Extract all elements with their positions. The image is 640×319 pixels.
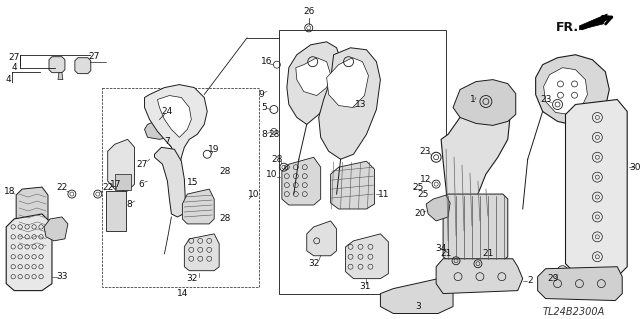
Polygon shape — [154, 147, 186, 217]
Polygon shape — [157, 95, 191, 137]
Polygon shape — [443, 194, 508, 261]
Polygon shape — [380, 279, 453, 314]
Text: 31: 31 — [360, 282, 371, 291]
Text: 3: 3 — [415, 302, 421, 311]
Polygon shape — [307, 221, 337, 256]
Polygon shape — [145, 119, 172, 139]
Text: 27: 27 — [8, 53, 20, 62]
Text: 32: 32 — [308, 259, 319, 268]
Text: 22: 22 — [56, 182, 68, 192]
Text: 11: 11 — [378, 189, 389, 198]
Text: 18: 18 — [4, 187, 16, 196]
Polygon shape — [441, 105, 510, 249]
Polygon shape — [543, 68, 588, 115]
Text: 33: 33 — [56, 272, 68, 281]
Text: 27: 27 — [137, 160, 148, 169]
Text: 10: 10 — [266, 170, 278, 179]
Text: 8: 8 — [127, 199, 132, 209]
Polygon shape — [436, 259, 523, 293]
Text: 16: 16 — [261, 57, 273, 66]
Text: 17: 17 — [110, 180, 122, 189]
Text: 10: 10 — [248, 189, 260, 198]
Text: 29: 29 — [547, 274, 558, 283]
Text: 7: 7 — [164, 137, 170, 146]
Bar — [279, 30, 446, 293]
Polygon shape — [287, 42, 340, 124]
Polygon shape — [346, 234, 388, 279]
Text: 27: 27 — [88, 52, 99, 61]
Text: 28: 28 — [271, 155, 283, 164]
Text: 19: 19 — [209, 145, 220, 154]
Polygon shape — [145, 85, 207, 169]
Polygon shape — [108, 139, 134, 191]
Text: TL24B2300A: TL24B2300A — [543, 307, 605, 316]
Text: 13: 13 — [355, 100, 366, 109]
Polygon shape — [296, 58, 331, 95]
Text: 23: 23 — [540, 95, 551, 104]
Text: 28: 28 — [220, 214, 231, 223]
Text: 4: 4 — [5, 75, 11, 84]
Polygon shape — [579, 14, 607, 30]
Text: 30: 30 — [629, 163, 640, 172]
Polygon shape — [536, 55, 609, 125]
Text: 12: 12 — [419, 174, 431, 184]
Text: 8: 8 — [261, 130, 267, 139]
Polygon shape — [75, 58, 91, 74]
Polygon shape — [6, 214, 52, 291]
Text: 23: 23 — [419, 147, 431, 156]
Text: 24: 24 — [162, 107, 173, 116]
Text: 34: 34 — [435, 244, 447, 253]
Text: 15: 15 — [186, 178, 198, 187]
Polygon shape — [319, 48, 380, 159]
Text: 28: 28 — [220, 167, 231, 176]
Text: 9: 9 — [258, 90, 264, 99]
Polygon shape — [282, 157, 321, 205]
Text: 28: 28 — [268, 130, 280, 139]
Bar — [102, 88, 259, 286]
Bar — [106, 191, 125, 231]
Text: 2: 2 — [527, 276, 532, 285]
Text: 1: 1 — [470, 95, 476, 104]
Text: 4: 4 — [12, 63, 17, 72]
Text: 32: 32 — [187, 274, 198, 283]
Text: 21: 21 — [482, 249, 493, 258]
Text: 21: 21 — [440, 249, 452, 258]
Polygon shape — [184, 234, 219, 271]
Text: 25: 25 — [413, 182, 424, 192]
Text: FR.: FR. — [556, 21, 579, 34]
Text: 20: 20 — [415, 210, 426, 219]
Polygon shape — [453, 80, 516, 125]
Text: 22: 22 — [102, 182, 113, 192]
Text: 5: 5 — [261, 103, 267, 112]
Text: 25: 25 — [417, 189, 429, 198]
Bar — [115, 174, 131, 190]
Polygon shape — [58, 73, 63, 80]
Polygon shape — [566, 100, 627, 277]
Polygon shape — [426, 195, 450, 221]
Polygon shape — [44, 217, 68, 241]
Polygon shape — [331, 161, 374, 209]
Polygon shape — [326, 58, 369, 108]
Text: 26: 26 — [303, 7, 314, 17]
Polygon shape — [182, 189, 214, 224]
Polygon shape — [538, 267, 622, 300]
Text: 6: 6 — [139, 180, 145, 189]
Text: 14: 14 — [177, 289, 188, 298]
Polygon shape — [49, 57, 65, 73]
Polygon shape — [16, 187, 48, 253]
